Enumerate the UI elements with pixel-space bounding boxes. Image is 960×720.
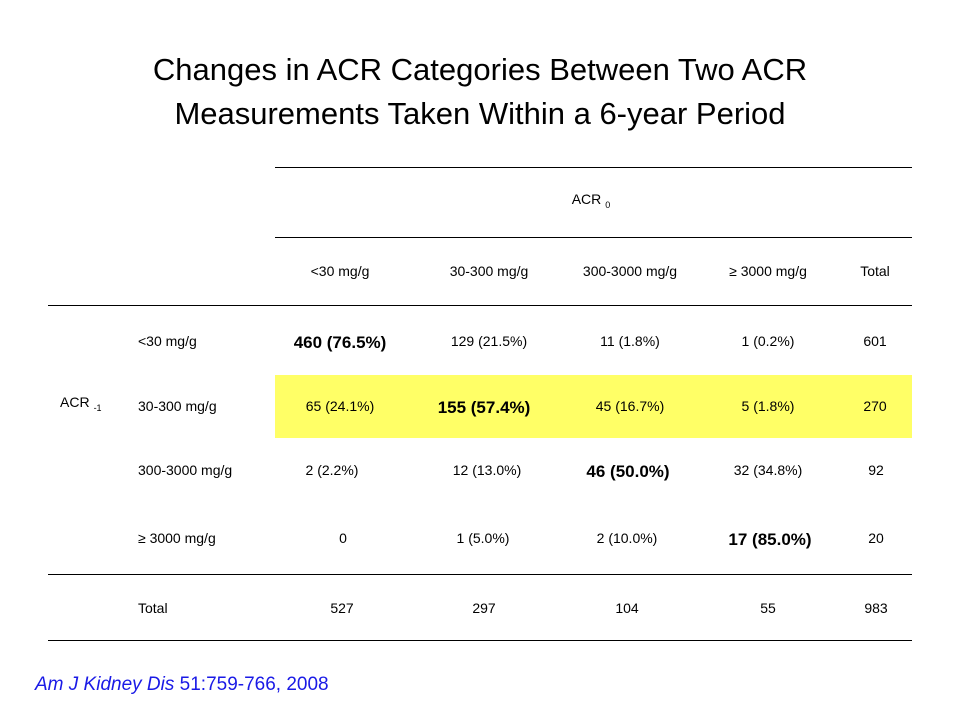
column-header: 30-300 mg/g: [449, 263, 529, 279]
table-cell: 32 (34.8%): [733, 462, 803, 478]
rule-top: [275, 167, 912, 168]
table-cell: 129 (21.5%): [450, 333, 528, 349]
table-cell-diagonal: 155 (57.4%): [437, 398, 531, 417]
rule-bottom: [48, 640, 912, 641]
column-header: Total: [860, 263, 890, 279]
slide-title: Changes in ACR Categories Between Two AC…: [0, 48, 960, 136]
rule-above-total: [48, 574, 912, 575]
table-cell-diagonal: 46 (50.0%): [586, 462, 670, 481]
table-cell-total: 601: [863, 333, 887, 349]
table-cell: 1 (5.0%): [456, 530, 510, 546]
table-cell: 45 (16.7%): [595, 398, 665, 414]
citation-details: 51:759-766, 2008: [174, 674, 329, 695]
table-cell-total: 297: [472, 600, 496, 616]
column-header: ≥ 3000 mg/g: [729, 263, 807, 279]
row-group-subscript: -1: [93, 403, 102, 413]
row-label: <30 mg/g: [138, 333, 197, 349]
row-label: ≥ 3000 mg/g: [138, 530, 216, 546]
column-header: <30 mg/g: [310, 263, 370, 279]
table-cell-diagonal: 460 (76.5%): [293, 333, 387, 352]
column-header: 300-3000 mg/g: [582, 263, 678, 279]
row-label: 30-300 mg/g: [138, 398, 217, 414]
citation-journal: Am J Kidney Dis: [35, 674, 175, 695]
column-group-header: ACR 0: [572, 190, 611, 214]
title-line-2: Measurements Taken Within a 6-year Perio…: [174, 96, 786, 131]
table-cell-total: 270: [863, 398, 887, 414]
table-cell-total: 104: [615, 600, 639, 616]
table-cell: 2 (10.0%): [596, 530, 658, 546]
table-cell: 65 (24.1%): [305, 398, 375, 414]
highlight-row-band: [275, 375, 912, 438]
table-cell-total: 92: [868, 462, 884, 478]
table-cell-total: 20: [868, 530, 884, 546]
row-label-total: Total: [138, 600, 168, 616]
rule-below-column-headers: [48, 305, 912, 306]
column-group-label: ACR: [571, 191, 602, 207]
table-cell-total: 527: [330, 600, 354, 616]
table-cell: 2 (2.2%): [305, 462, 359, 478]
table-cell-grand-total: 983: [864, 600, 888, 616]
table-cell-diagonal: 17 (85.0%): [728, 530, 812, 549]
table-cell: 0: [339, 530, 347, 546]
table-cell: 1 (0.2%): [741, 333, 795, 349]
rule-below-group-header: [275, 237, 912, 238]
table-cell: 5 (1.8%): [741, 398, 795, 414]
table-cell-total: 55: [760, 600, 776, 616]
table-cell: 12 (13.0%): [452, 462, 522, 478]
row-group-label: ACR: [60, 394, 90, 410]
table-cell: 11 (1.8%): [600, 333, 660, 349]
column-group-subscript: 0: [605, 200, 611, 210]
row-label: 300-3000 mg/g: [138, 462, 233, 478]
row-group-header: ACR -1: [60, 393, 102, 417]
citation: Am J Kidney Dis 51:759-766, 2008: [35, 674, 329, 696]
title-line-1: Changes in ACR Categories Between Two AC…: [152, 52, 808, 87]
